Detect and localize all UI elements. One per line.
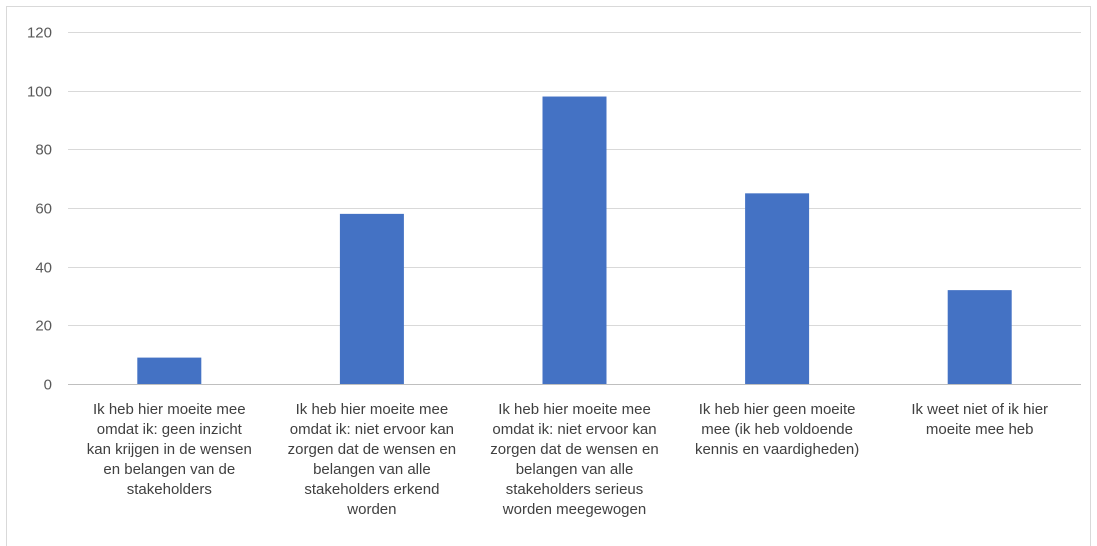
category-label-line: mee (ik heb voldoende — [701, 421, 853, 438]
category-label-line: stakeholders serieus — [506, 481, 644, 498]
bar — [745, 193, 810, 384]
category-label-line: omdat ik: niet ervoor kan — [492, 421, 656, 438]
bar — [137, 357, 202, 384]
category-label-line: stakeholders — [127, 481, 212, 498]
bar — [339, 213, 404, 384]
category-label: Ik heb hier moeite mee omdat ik: niet erv… — [288, 401, 456, 518]
y-tick-label: 20 — [35, 318, 52, 335]
category-label: Ik heb hier moeite mee omdat ik: geen inz… — [87, 401, 252, 498]
y-tick-label: 100 — [27, 84, 52, 101]
category-label-line: Ik weet niet of ik hier — [911, 401, 1048, 418]
category-label-line: worden — [346, 501, 396, 518]
category-label-line: Ik heb hier geen moeite — [699, 401, 856, 418]
category-label: Ik heb hier geen moeite mee (ik heb voldo… — [695, 401, 859, 458]
y-tick-label: 120 — [27, 25, 52, 42]
category-label-line: kennis en vaardigheden) — [695, 441, 859, 458]
category-label-line: zorgen dat de wensen en — [490, 441, 658, 458]
category-label: Ik heb hier moeite mee omdat ik: niet erv… — [490, 401, 658, 518]
category-label: Ik weet niet of ik hier moeite mee heb — [911, 401, 1048, 438]
y-tick-label: 40 — [35, 260, 52, 277]
category-label-line: Ik heb hier moeite mee — [93, 401, 246, 418]
bar — [947, 290, 1012, 384]
category-label-line: Ik heb hier moeite mee — [498, 401, 651, 418]
category-label-line: moeite mee heb — [926, 421, 1034, 438]
chart-frame — [6, 6, 1091, 546]
y-tick-label: 0 — [44, 377, 52, 394]
category-label-line: kan krijgen in de wensen — [87, 441, 252, 458]
category-label-line: en belangen van de — [103, 461, 235, 478]
bar — [542, 96, 607, 385]
category-label-line: Ik heb hier moeite mee — [296, 401, 449, 418]
y-tick-label: 80 — [35, 142, 52, 159]
category-label-line: belangen van alle — [516, 461, 634, 478]
y-tick-label: 60 — [35, 201, 52, 218]
category-label-line: omdat ik: niet ervoor kan — [290, 421, 454, 438]
category-label-line: omdat ik: geen inzicht — [97, 421, 243, 438]
category-label-line: belangen van alle — [313, 461, 431, 478]
category-label-line: stakeholders erkend — [304, 481, 439, 498]
category-label-line: zorgen dat de wensen en — [288, 441, 456, 458]
category-label-line: worden meegewogen — [502, 501, 646, 518]
